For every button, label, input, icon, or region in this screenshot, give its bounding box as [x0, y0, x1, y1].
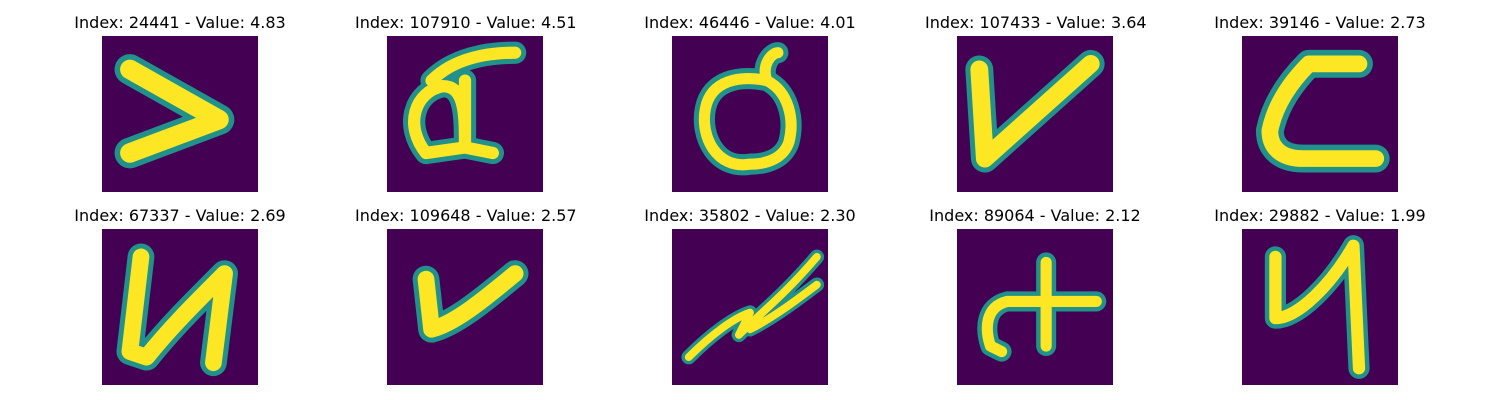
panel-title: Index: 39146 - Value: 2.73: [1214, 13, 1426, 32]
glyph-image: [957, 36, 1113, 192]
glyph-panel-1: Index: 24441 - Value: 4.83: [70, 12, 290, 202]
glyph-image: [102, 229, 258, 385]
glyph-image: [387, 229, 543, 385]
glyph-image: [957, 229, 1113, 385]
panel-title: Index: 89064 - Value: 2.12: [929, 206, 1141, 225]
glyph-panel-6: Index: 67337 - Value: 2.69: [70, 205, 290, 395]
glyph-image: [1242, 229, 1398, 385]
glyph-image: [387, 36, 543, 192]
panel-title: Index: 107910 - Value: 4.51: [355, 13, 577, 32]
glyph-panel-9: Index: 89064 - Value: 2.12: [925, 205, 1145, 395]
panel-title: Index: 67337 - Value: 2.69: [74, 206, 286, 225]
panel-title: Index: 46446 - Value: 4.01: [644, 13, 856, 32]
glyph-panel-2: Index: 107910 - Value: 4.51: [355, 12, 577, 202]
glyph-panel-10: Index: 29882 - Value: 1.99: [1210, 205, 1430, 395]
panel-title: Index: 109648 - Value: 2.57: [355, 206, 577, 225]
glyph-image: [1242, 36, 1398, 192]
panel-title: Index: 24441 - Value: 4.83: [74, 13, 286, 32]
glyph-image: [672, 229, 828, 385]
glyph-panel-7: Index: 109648 - Value: 2.57: [355, 205, 577, 395]
glyph-image: [672, 36, 828, 192]
glyph-panel-3: Index: 46446 - Value: 4.01: [640, 12, 860, 202]
glyph-panel-5: Index: 39146 - Value: 2.73: [1210, 12, 1430, 202]
glyph-panel-4: Index: 107433 - Value: 3.64: [925, 12, 1147, 202]
glyph-panel-8: Index: 35802 - Value: 2.30: [640, 205, 860, 395]
panel-title: Index: 35802 - Value: 2.30: [644, 206, 856, 225]
panel-title: Index: 107433 - Value: 3.64: [925, 13, 1147, 32]
panel-title: Index: 29882 - Value: 1.99: [1214, 206, 1426, 225]
glyph-image: [102, 36, 258, 192]
